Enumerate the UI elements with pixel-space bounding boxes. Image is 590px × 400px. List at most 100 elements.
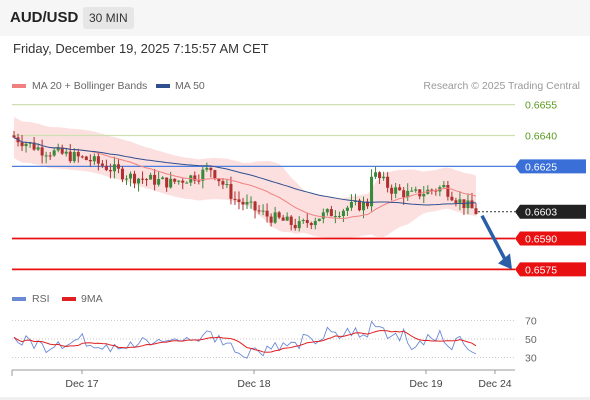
candle [80, 155, 84, 159]
candle-body [149, 174, 153, 180]
candle-body [269, 216, 273, 223]
candle-body [321, 212, 325, 219]
candle [237, 191, 241, 210]
candle-body [277, 212, 281, 218]
candle [245, 194, 249, 210]
candle [112, 156, 116, 179]
candle [64, 148, 68, 157]
candle-body [365, 201, 370, 207]
candle [145, 178, 149, 187]
candle-body [474, 208, 478, 215]
footer-line [0, 397, 590, 400]
candle [309, 221, 313, 230]
candle-body [370, 176, 374, 207]
candle-body [205, 167, 209, 170]
candle-body [285, 216, 289, 221]
candle-body [257, 210, 261, 212]
rsi-tick-70: 70 [525, 316, 537, 328]
candle [313, 217, 317, 230]
time-tick-label: Dec 17 [65, 378, 98, 390]
candle [205, 162, 209, 172]
level-label-0.6640: 0.6640 [525, 131, 557, 143]
candle [365, 198, 370, 209]
candle [446, 180, 450, 201]
candle-body [289, 216, 293, 225]
candle [277, 210, 281, 220]
candle [394, 182, 398, 199]
level-tag-0.6603 [515, 204, 586, 219]
candle [414, 186, 418, 193]
candle-body [394, 187, 398, 194]
candle [60, 144, 64, 155]
rsi-ma9-line [13, 330, 477, 353]
candle [337, 211, 341, 219]
candle-body [454, 200, 458, 203]
timeframe-button[interactable]: 30 MIN [83, 7, 134, 29]
candle [24, 141, 28, 153]
candle-body [410, 190, 414, 192]
level-label-0.6625: 0.6625 [525, 161, 557, 173]
candle-body [245, 201, 249, 205]
candle [20, 135, 24, 151]
ma50-line [13, 136, 476, 206]
candle-body [458, 199, 462, 203]
ma50-legend-label: MA 50 [175, 80, 205, 92]
level-label-0.6575: 0.6575 [525, 264, 557, 276]
candle [76, 148, 80, 163]
candle-body [128, 173, 133, 179]
candle-body [28, 142, 32, 144]
candle [442, 180, 446, 188]
candle [44, 151, 48, 164]
candle-body [229, 184, 233, 199]
candle [92, 153, 96, 165]
candle-body [68, 151, 72, 162]
ma50-legend-swatch [156, 84, 170, 88]
candle-body [165, 177, 169, 188]
candle-body [221, 181, 225, 185]
candle [229, 176, 233, 205]
ma9-legend-label: 9MA [81, 293, 103, 305]
ma9-legend-swatch [62, 297, 76, 301]
candle-body [177, 180, 181, 182]
level-label-0.6655: 0.6655 [525, 100, 557, 112]
candle [189, 174, 193, 186]
candle [181, 178, 185, 190]
candle-body [349, 201, 353, 208]
candle [341, 208, 345, 223]
currency-pair: AUD/USD [10, 9, 79, 26]
candle-body [217, 178, 221, 182]
candle [470, 192, 474, 209]
candle-body [24, 143, 28, 147]
candle-body [382, 176, 386, 179]
candle-body [265, 210, 269, 217]
candle [402, 187, 406, 205]
candle [96, 152, 100, 171]
candle [406, 183, 410, 201]
candle [241, 197, 245, 211]
candlesticks [12, 130, 478, 232]
candle-body [100, 163, 104, 166]
candle [253, 200, 257, 219]
candle-body [132, 173, 137, 184]
candle-body [378, 172, 382, 179]
candle-body [141, 178, 145, 180]
forecast-arrow [480, 214, 512, 270]
ma20-legend-swatch [12, 84, 26, 88]
candle-body [40, 147, 44, 156]
level-tag-0.6575 [515, 262, 586, 277]
candle [116, 159, 120, 174]
candle [141, 171, 145, 184]
candle-body [357, 200, 362, 211]
candle [137, 177, 141, 192]
candle-body [197, 180, 201, 182]
candle [410, 187, 414, 192]
candle [265, 203, 269, 223]
candle-body [293, 224, 297, 229]
candle [273, 206, 277, 224]
candle-body [446, 185, 450, 197]
rsi-legend-label: RSI [32, 293, 50, 305]
candle-body [237, 199, 241, 202]
candle [297, 216, 301, 232]
candle-body [249, 201, 253, 203]
candle [422, 185, 426, 204]
